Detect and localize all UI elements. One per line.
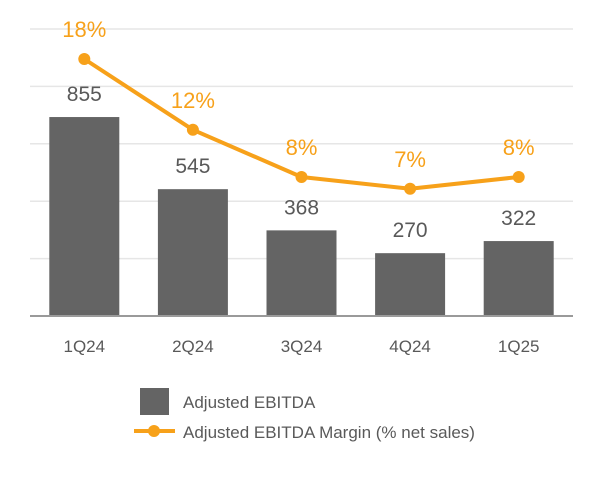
x-tick-label: 1Q24 (64, 337, 106, 356)
x-tick-labels: 1Q24 2Q24 3Q24 4Q24 1Q25 (64, 337, 540, 356)
x-tick-label: 3Q24 (281, 337, 323, 356)
margin-line (78, 53, 525, 195)
bar-value-label: 368 (284, 196, 319, 219)
margin-point-2Q24 (186, 123, 199, 136)
gridlines (30, 28, 573, 260)
bars (49, 117, 554, 316)
legend-swatch-bar (140, 388, 169, 415)
legend-swatch-marker (148, 425, 160, 437)
margin-line-path (83, 57, 519, 191)
bar-value-label: 545 (175, 155, 210, 178)
x-tick-label: 2Q24 (172, 337, 214, 356)
bar-1Q24 (49, 117, 120, 316)
legend: Adjusted EBITDA Adjusted EBITDA Margin (… (134, 388, 475, 442)
x-tick-label: 1Q25 (498, 337, 540, 356)
margin-point-1Q25 (512, 171, 525, 183)
margin-value-label: 18% (62, 17, 106, 42)
bar-value-label: 855 (67, 83, 102, 106)
bar-4Q24 (375, 253, 446, 316)
bar-1Q25 (483, 241, 554, 316)
margin-value-label: 8% (503, 135, 535, 160)
margin-point-3Q24 (295, 171, 308, 183)
margin-point-1Q24 (78, 53, 91, 65)
bar-value-label: 322 (501, 207, 536, 230)
x-tick-label: 4Q24 (389, 337, 431, 356)
margin-value-label: 8% (286, 135, 318, 160)
data-labels: 855 18% 545 12% 368 8% 270 7% 322 8% (62, 17, 536, 242)
bar-3Q24 (266, 230, 337, 316)
margin-value-label: 7% (394, 147, 426, 172)
legend-label-line: Adjusted EBITDA Margin (% net sales) (183, 423, 475, 442)
margin-value-label: 12% (171, 88, 215, 113)
legend-label-bar: Adjusted EBITDA (183, 393, 316, 412)
bar-2Q24 (157, 189, 228, 316)
margin-point-4Q24 (404, 182, 417, 195)
bar-value-label: 270 (393, 219, 428, 242)
